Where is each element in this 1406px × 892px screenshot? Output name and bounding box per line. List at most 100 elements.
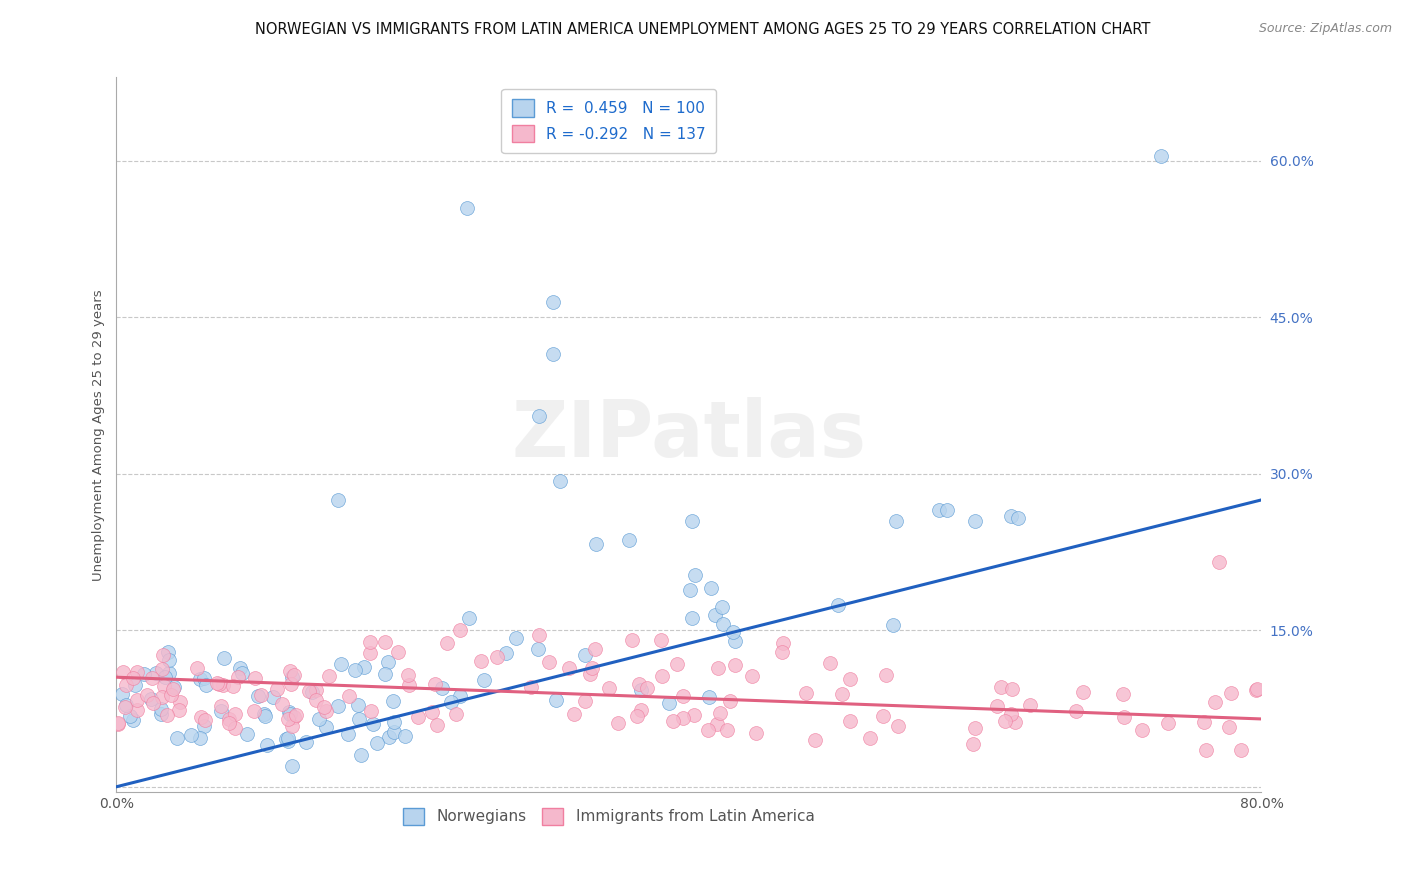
Point (430, 681, 453, 695)
Point (330, 657, 353, 671)
Point (875, 667, 897, 681)
Point (585, 537, 607, 551)
Point (134, 666, 156, 681)
Point (169, 695, 191, 709)
Point (1000, 706, 1022, 721)
Point (114, 700, 136, 714)
Text: ZIPatlas: ZIPatlas (512, 397, 866, 473)
Point (205, 675, 228, 690)
Point (249, 688, 271, 702)
Point (839, 672, 862, 686)
Point (1112, 687, 1135, 701)
Point (212, 651, 235, 665)
Point (150, 662, 173, 676)
Point (527, 409, 550, 424)
Point (314, 700, 336, 714)
Point (697, 690, 720, 705)
Point (440, 695, 463, 709)
Point (724, 634, 747, 648)
Point (142, 696, 165, 710)
Point (935, 503, 957, 517)
Point (156, 707, 179, 722)
Point (541, 347, 564, 361)
Point (315, 720, 337, 734)
Point (818, 656, 841, 670)
Text: NORWEGIAN VS IMMIGRANTS FROM LATIN AMERICA UNEMPLOYMENT AMONG AGES 25 TO 29 YEAR: NORWEGIAN VS IMMIGRANTS FROM LATIN AMERI… (256, 22, 1150, 37)
Point (347, 698, 370, 712)
Point (1208, 556, 1230, 570)
Point (636, 681, 658, 696)
Point (280, 707, 302, 722)
Point (145, 665, 167, 680)
Point (651, 669, 673, 683)
Point (254, 708, 277, 723)
Point (527, 642, 550, 657)
Point (301, 685, 323, 699)
Point (377, 655, 399, 669)
Point (672, 689, 695, 703)
Point (1071, 685, 1094, 699)
Point (537, 655, 560, 669)
Point (711, 599, 734, 614)
Point (150, 707, 173, 722)
Point (277, 705, 299, 719)
Point (374, 667, 396, 681)
Point (157, 645, 180, 659)
Point (328, 699, 350, 714)
Point (449, 623, 471, 637)
Point (136, 688, 159, 702)
Point (315, 704, 337, 718)
Point (193, 671, 215, 685)
Point (794, 686, 817, 700)
Point (709, 706, 731, 721)
Point (382, 714, 405, 729)
Point (398, 678, 420, 692)
Point (724, 658, 747, 673)
Point (541, 294, 564, 309)
Point (125, 703, 148, 717)
Point (621, 632, 644, 647)
Point (208, 677, 231, 691)
Point (224, 722, 246, 736)
Point (396, 668, 419, 682)
Point (1195, 743, 1218, 757)
Point (436, 635, 458, 649)
Point (280, 719, 302, 733)
Point (374, 635, 396, 649)
Point (444, 706, 467, 721)
Point (472, 673, 495, 687)
Point (420, 705, 443, 719)
Point (1230, 743, 1253, 757)
Point (350, 748, 373, 763)
Point (336, 727, 359, 741)
Point (226, 670, 249, 684)
Point (707, 661, 730, 675)
Point (548, 474, 571, 488)
Point (194, 713, 217, 727)
Point (277, 712, 299, 726)
Point (1000, 508, 1022, 523)
Point (470, 654, 492, 668)
Point (188, 672, 211, 686)
Point (1204, 695, 1226, 709)
Point (681, 514, 703, 528)
Point (839, 714, 862, 729)
Point (107, 715, 129, 730)
Legend: Norwegians, Immigrants from Latin America: Norwegians, Immigrants from Latin Americ… (394, 798, 824, 834)
Point (574, 694, 596, 708)
Point (218, 712, 240, 726)
Point (155, 669, 177, 683)
Point (280, 670, 302, 684)
Point (262, 690, 284, 705)
Point (236, 727, 259, 741)
Point (243, 671, 266, 685)
Point (574, 648, 596, 662)
Point (449, 689, 471, 703)
Point (112, 665, 135, 679)
Point (152, 648, 174, 663)
Point (1150, 149, 1173, 163)
Point (650, 632, 672, 647)
Point (681, 611, 703, 625)
Point (141, 691, 163, 706)
Point (770, 645, 793, 659)
